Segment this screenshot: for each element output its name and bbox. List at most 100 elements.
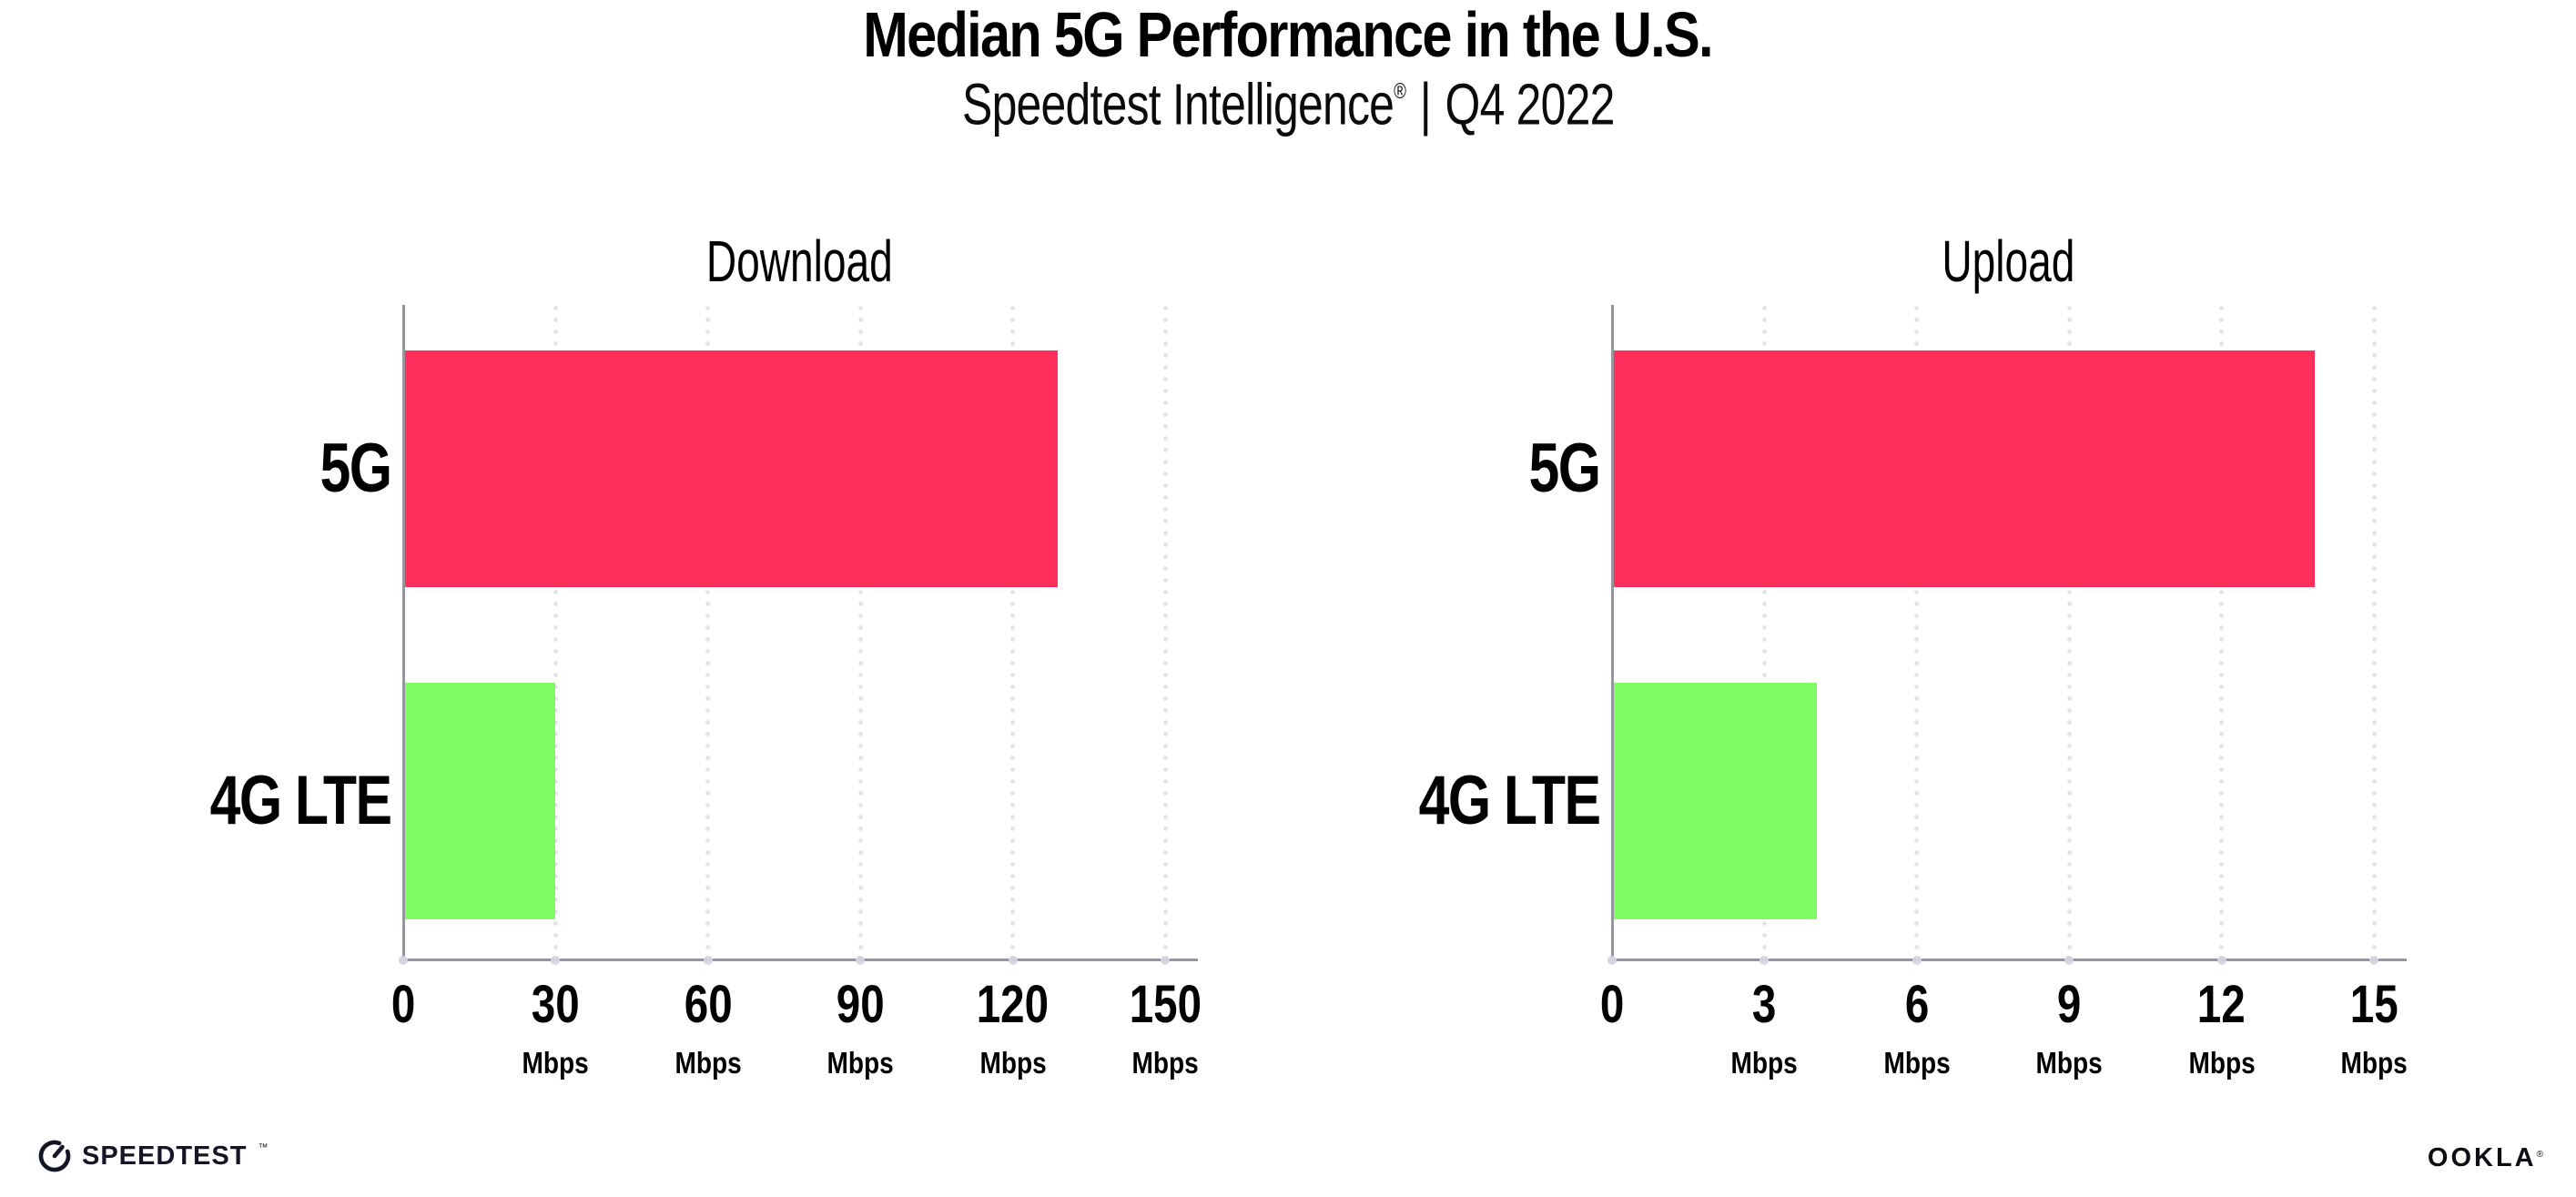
speedtest-logo: SPEEDTEST ™ xyxy=(36,1136,268,1176)
tick-label-text: 15 xyxy=(2349,975,2399,1034)
category-label-text: 4G LTE xyxy=(1418,762,1600,839)
tick-label-text: 6 xyxy=(1904,975,1930,1034)
category-label-4g-lte: 4G LTE xyxy=(90,757,391,845)
tick-unit-text: Mbps xyxy=(1131,1046,1199,1080)
x-axis-line xyxy=(401,959,1198,961)
tick-label: 30 xyxy=(464,978,646,1032)
bar-5g xyxy=(404,350,1058,587)
tick-unit-label: Mbps xyxy=(769,1047,951,1080)
page-title-text: Median 5G Performance in the U.S. xyxy=(863,0,1714,70)
grid-line xyxy=(705,305,711,959)
page-subtitle: Speedtest Intelligence® | Q4 2022 xyxy=(0,67,2576,134)
category-label-5g: 5G xyxy=(90,425,392,512)
tick-label-text: 60 xyxy=(684,975,733,1034)
tick-label: 6 xyxy=(1826,978,2008,1032)
tick-label-text: 90 xyxy=(836,975,885,1034)
chart-title-text: Download xyxy=(706,228,893,294)
axis-tick-dot xyxy=(1912,955,1922,965)
tick-unit-text: Mbps xyxy=(2035,1046,2103,1080)
subtitle-period: Q4 2022 xyxy=(1445,71,1615,137)
tick-unit-text: Mbps xyxy=(522,1046,590,1080)
tick-label: 0 xyxy=(312,978,494,1032)
bar-5g xyxy=(1613,350,2315,587)
tick-label-text: 0 xyxy=(390,975,416,1034)
tick-unit-label: Mbps xyxy=(464,1047,646,1080)
axis-tick-dot xyxy=(2064,955,2074,965)
axis-tick-dot xyxy=(1008,955,1018,965)
tick-label: 60 xyxy=(617,978,799,1032)
grid-line xyxy=(1162,305,1168,959)
category-label-text: 5G xyxy=(1528,430,1601,507)
grid-line xyxy=(2066,305,2072,959)
tick-unit-label: Mbps xyxy=(2131,1047,2313,1080)
bar-4g-lte xyxy=(1613,683,1817,919)
tick-label: 120 xyxy=(922,978,1104,1032)
subtitle-separator: | xyxy=(1419,71,1431,137)
axis-tick-dot xyxy=(399,955,408,965)
tick-label: 12 xyxy=(2131,978,2313,1032)
speedtest-gauge-icon xyxy=(38,1140,71,1172)
upload-chart-title: Upload xyxy=(1612,222,2405,300)
tick-unit-text: Mbps xyxy=(2187,1046,2256,1080)
tick-unit-label: Mbps xyxy=(1673,1047,1855,1080)
ookla-registered-symbol: ® xyxy=(2536,1150,2543,1160)
tick-unit-text: Mbps xyxy=(827,1046,894,1080)
tick-label: 0 xyxy=(1521,978,1703,1032)
tick-label: 3 xyxy=(1673,978,1855,1032)
tick-label: 90 xyxy=(769,978,951,1032)
axis-tick-dot xyxy=(703,955,713,965)
grid-line xyxy=(1914,305,1920,959)
tick-label-text: 3 xyxy=(1752,975,1777,1034)
axis-tick-dot xyxy=(1760,955,1770,965)
axis-tick-dot xyxy=(2216,955,2226,965)
x-axis-line xyxy=(1610,959,2407,961)
tick-unit-text: Mbps xyxy=(1730,1046,1799,1080)
ookla-wordmark: OOKLA xyxy=(2427,1143,2537,1172)
grid-line xyxy=(857,305,863,959)
registered-trademark-symbol: ® xyxy=(1393,79,1406,104)
tick-unit-text: Mbps xyxy=(674,1046,742,1080)
page-title: Median 5G Performance in the U.S. xyxy=(0,2,2576,67)
axis-tick-dot xyxy=(1607,955,1617,965)
download-chart-title: Download xyxy=(403,222,1196,300)
tick-unit-label: Mbps xyxy=(617,1047,799,1080)
bar-4g-lte xyxy=(404,683,555,919)
tick-label-text: 9 xyxy=(2056,975,2082,1034)
axis-tick-dot xyxy=(2369,955,2378,965)
category-label-5g: 5G xyxy=(1299,425,1601,512)
grid-line xyxy=(1761,305,1767,959)
ookla-logo: OOKLA® xyxy=(2428,1143,2543,1173)
tick-label-text: 12 xyxy=(2197,975,2246,1034)
y-axis-line xyxy=(1610,305,1614,961)
tick-label: 15 xyxy=(2283,978,2465,1032)
grid-line xyxy=(2219,305,2225,959)
grid-line xyxy=(2371,305,2377,959)
tick-unit-text: Mbps xyxy=(2340,1046,2408,1080)
tick-unit-label: Mbps xyxy=(1978,1047,2160,1080)
category-label-4g-lte: 4G LTE xyxy=(1299,757,1600,845)
tick-unit-label: Mbps xyxy=(1074,1047,1256,1080)
axis-tick-dot xyxy=(551,955,561,965)
tick-label-text: 120 xyxy=(976,975,1050,1034)
tick-label-text: 30 xyxy=(531,975,580,1034)
grid-line xyxy=(553,305,558,959)
tick-label-text: 0 xyxy=(1599,975,1625,1034)
category-label-text: 4G LTE xyxy=(209,762,391,839)
speedtest-wordmark: SPEEDTEST xyxy=(82,1141,248,1171)
speedtest-trademark-symbol: ™ xyxy=(258,1142,269,1153)
axis-tick-dot xyxy=(856,955,866,965)
tick-unit-label: Mbps xyxy=(922,1047,1104,1080)
y-axis-line xyxy=(401,305,405,961)
subtitle-brand: Speedtest Intelligence xyxy=(961,71,1394,137)
tick-label: 9 xyxy=(1978,978,2160,1032)
grid-line xyxy=(1010,305,1016,959)
axis-tick-dot xyxy=(1161,955,1170,965)
tick-unit-label: Mbps xyxy=(1826,1047,2008,1080)
chart-title-text: Upload xyxy=(1942,228,2075,294)
tick-unit-text: Mbps xyxy=(979,1046,1047,1080)
tick-label: 150 xyxy=(1074,978,1256,1032)
tick-unit-text: Mbps xyxy=(1883,1046,1951,1080)
